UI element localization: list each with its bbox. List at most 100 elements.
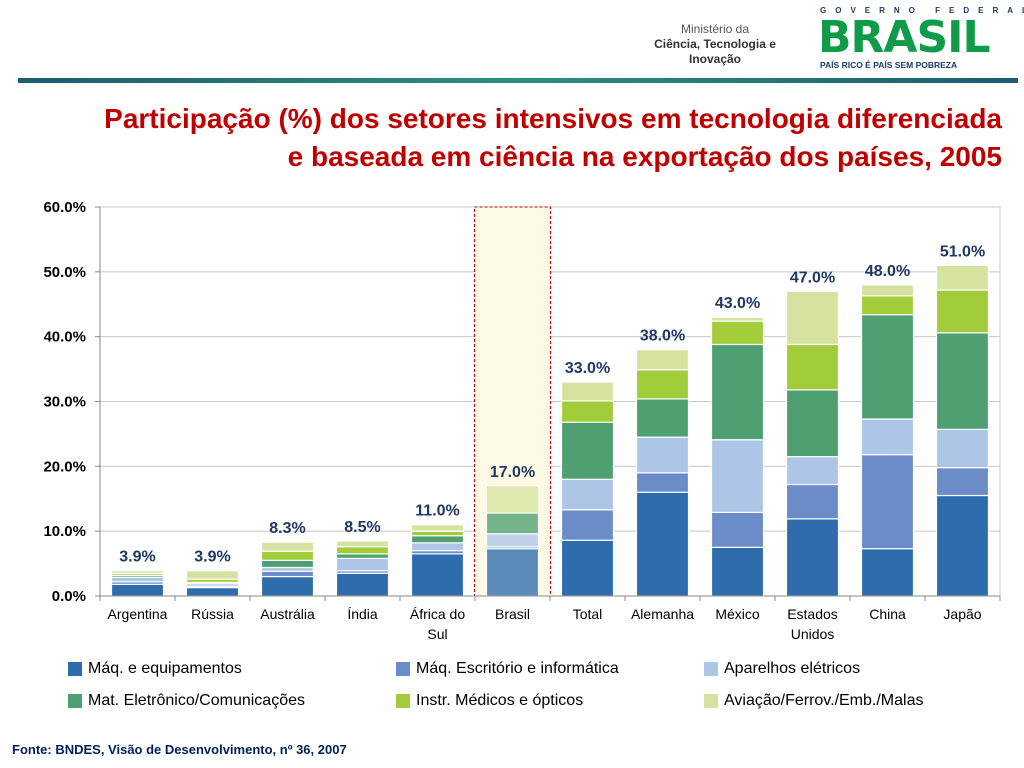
bar-segment — [335, 540, 390, 548]
x-tick-label-line: Índia — [347, 606, 378, 622]
x-tick-label-line: Estados — [787, 606, 838, 622]
bar-segment — [410, 530, 465, 537]
x-tick-label: México — [715, 606, 760, 622]
x-tick-label-line: Unidos — [791, 626, 835, 642]
bar-segment — [110, 570, 165, 574]
x-tick-label: Brasil — [495, 606, 530, 622]
bar-segment — [560, 421, 615, 480]
ministry-line-2: Ciência, Tecnologia e — [654, 37, 776, 51]
x-tick-label-line: Alemanha — [631, 606, 694, 622]
legend-swatch — [704, 694, 718, 708]
bar-segment — [560, 400, 615, 423]
bar-segment — [185, 570, 240, 580]
y-tick-label: 30.0% — [43, 394, 86, 411]
bar-segment — [710, 439, 765, 513]
bar-segment — [635, 349, 690, 371]
x-tick-label-line: México — [715, 606, 760, 622]
x-tick-label-line: Rússia — [191, 606, 234, 622]
bar-segment — [635, 398, 690, 438]
bar-segment — [635, 472, 690, 493]
chart-title-line-2: e baseada em ciência na exportação dos p… — [287, 141, 1002, 172]
chart-title: Participação (%) dos setores intensivos … — [22, 100, 1002, 176]
bar-segment — [710, 320, 765, 346]
y-tick-label: 0.0% — [52, 588, 86, 605]
bar-segment — [935, 289, 990, 334]
bar-segment — [785, 389, 840, 458]
bar-segment — [485, 533, 540, 548]
bar-segment — [335, 546, 390, 555]
bar-segment — [935, 467, 990, 497]
bar-segment — [260, 559, 315, 569]
x-tick-label-line: África do — [410, 606, 465, 622]
bar-segment — [785, 290, 840, 346]
bar-segment — [260, 575, 315, 597]
bar-segment — [335, 572, 390, 597]
bar-segment — [710, 343, 765, 441]
bar-segment — [335, 553, 390, 559]
legend-item: Mat. Eletrônico/Comunicações — [68, 692, 305, 710]
total-label: 11.0% — [415, 503, 459, 520]
bar-segment — [860, 295, 915, 316]
bar-segment — [560, 381, 615, 402]
total-label: 51.0% — [940, 243, 985, 260]
x-tick-label-line: Sul — [427, 626, 447, 642]
bar-segment — [785, 483, 840, 520]
x-tick-label: Estados Unidos — [787, 606, 838, 642]
bar-segment — [860, 454, 915, 550]
legend-item: Aviação/Ferrov./Emb./Malas — [704, 692, 923, 710]
bar-segment — [860, 548, 915, 597]
bar-segment — [110, 583, 165, 597]
bar-segment — [410, 542, 465, 552]
bar-segment — [260, 570, 315, 578]
y-tick-label: 10.0% — [43, 523, 86, 540]
bar-segment — [410, 553, 465, 597]
total-label: 8.3% — [269, 520, 305, 537]
legend-label: Mat. Eletrônico/Comunicações — [88, 692, 305, 709]
bar-segment — [260, 541, 315, 552]
stacked-bar-chart: 0.0% 10.0% 20.0% 30.0% 40.0% 50.0% 60.0% 3.9% Ar… — [43, 199, 1001, 642]
bar-segment — [860, 284, 915, 297]
bar-segment — [710, 316, 765, 322]
legend-swatch — [68, 662, 82, 676]
bar-segment — [785, 518, 840, 597]
total-label: 43.0% — [715, 295, 760, 312]
bar-segment — [635, 369, 690, 400]
y-tick-label: 20.0% — [43, 458, 86, 475]
logo-slogan: PAÍS RICO É PAÍS SEM POBREZA — [820, 60, 958, 70]
total-label: 48.0% — [865, 263, 910, 280]
bar-segment — [485, 548, 540, 597]
x-tick-label-line: China — [869, 606, 906, 622]
bar-segment — [935, 494, 990, 597]
x-tick-label: Argentina — [108, 606, 168, 622]
bar-segment — [935, 428, 990, 469]
bar-segment — [635, 491, 690, 597]
x-tick-label: Austrália — [260, 606, 315, 622]
bar-segment — [860, 418, 915, 456]
total-label: 3.9% — [119, 549, 155, 566]
y-tick-label: 60.0% — [43, 199, 86, 216]
legend-label: Instr. Médicos e ópticos — [416, 692, 584, 709]
total-label: 47.0% — [790, 269, 835, 286]
bar-segment — [935, 332, 990, 430]
ministry-name: Ministério da Ciência, Tecnologia e Inov… — [640, 22, 790, 67]
y-tick-label: 50.0% — [43, 264, 86, 281]
brasil-logo: GOVERNO FEDERAL BRASIL PAÍS RICO É PAÍS … — [818, 4, 1024, 70]
x-tick-label-line: Total — [573, 606, 603, 622]
bar-segment — [110, 576, 165, 583]
bar-segment — [785, 456, 840, 486]
bar-segment — [485, 485, 540, 514]
x-tick-label: Índia — [347, 606, 378, 622]
logo-top-text: GOVERNO FEDERAL — [820, 6, 1024, 15]
legend-label: Aparelhos elétricos — [724, 660, 861, 677]
bar-segment — [410, 524, 465, 532]
legend-label: Máq. Escritório e informática — [416, 660, 619, 677]
x-tick-label: Japão — [943, 606, 981, 622]
legend-item: Máq. Escritório e informática — [396, 660, 619, 678]
x-tick-label-line: Japão — [943, 606, 981, 622]
legend-label: Máq. e equipamentos — [88, 660, 242, 677]
total-label: 3.9% — [194, 549, 230, 566]
x-tick-label: Total — [573, 606, 603, 622]
legend-item: Aparelhos elétricos — [704, 660, 860, 678]
x-tick-label: Alemanha — [631, 606, 694, 622]
bar-segment — [260, 550, 315, 561]
